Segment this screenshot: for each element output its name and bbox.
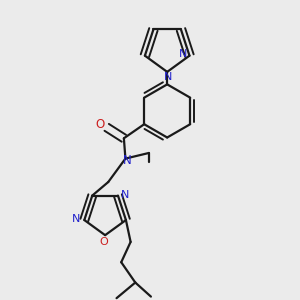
Text: O: O (95, 118, 104, 131)
Text: N: N (178, 49, 187, 59)
Text: N: N (72, 214, 81, 224)
Text: N: N (164, 73, 172, 82)
Text: N: N (123, 154, 131, 167)
Text: O: O (100, 237, 109, 247)
Text: N: N (121, 190, 129, 200)
